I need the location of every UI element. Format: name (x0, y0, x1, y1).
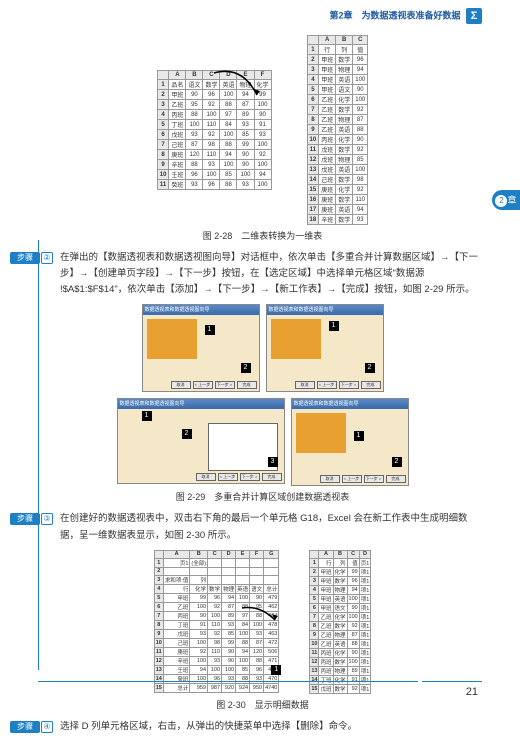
back-button[interactable]: < 上一步 (218, 473, 238, 481)
footer-line-right (422, 681, 482, 682)
finish-button[interactable]: 完成 (386, 475, 406, 483)
step-4: 步骤 ④ 选择 D 列单元格区域，右击，从弹出的快捷菜单中选择【删除】命令。 (40, 719, 485, 735)
finish-button[interactable]: 完成 (237, 381, 257, 389)
figure-3-caption: 图 2-30 显示明细数据 (40, 698, 485, 711)
cancel-button[interactable]: 取消 (295, 381, 315, 389)
wizard-dialog: 数据透视表和数据透视图向导 1 2 取消< 上一步下一步 >完成 (291, 398, 409, 486)
wizard-title: 数据透视表和数据透视图向导 (143, 305, 259, 315)
side-tab: 2章 (492, 190, 520, 210)
wizard-dialog: 数据透视表和数据透视图向导 1 2 3 取消< 上一步下一步 >完成 (117, 398, 285, 484)
badge: 1 (329, 321, 339, 331)
wizard-dialog: 数据透视表和数据透视图向导 1 2 取消< 上一步下一步 >完成 (142, 304, 260, 392)
cancel-button[interactable]: 取消 (196, 473, 216, 481)
sigma-icon: Σ (466, 8, 482, 24)
figure-1: ABCDEF1品名语文数学英语物理化学2甲班909610094993乙班9592… (40, 35, 485, 242)
step-label: 步骤 (10, 252, 40, 264)
badge: 1 (354, 431, 364, 441)
result-table: ABC1行列值2甲班数学963甲班物理944甲班英语1005甲班语文906乙班化… (307, 35, 369, 225)
step-label: 步骤 (10, 513, 40, 525)
finish-button[interactable]: 完成 (262, 473, 282, 481)
step-num: ② (41, 252, 53, 264)
wizard-title: 数据透视表和数据透视图向导 (118, 399, 284, 409)
side-tab-num: 2 (495, 195, 507, 207)
wizard-dialog: 数据透视表和数据透视图向导 1 2 取消< 上一步下一步 >完成 (266, 304, 384, 392)
detail-table: ABCD1行列值页12甲班化学99项13甲班数学96项14甲班物理94项15甲班… (309, 550, 371, 694)
badge-1: 1 (271, 665, 281, 675)
page-content: ABCDEF1品名语文数学英语物理化学2甲班909610094993乙班9592… (40, 35, 485, 741)
next-button[interactable]: 下一步 > (364, 475, 384, 483)
badge: 2 (241, 363, 251, 373)
step-label: 步骤 (10, 721, 40, 733)
next-button[interactable]: 下一步 > (215, 381, 235, 389)
figure-2-caption: 图 2-29 多重合并计算区域创建数据透视表 (40, 490, 485, 503)
arrow-icon (240, 600, 280, 630)
step-3-text: 在创建好的数据透视表中，双击右下角的最后一个单元格 G18，Excel 会在新工… (42, 511, 485, 543)
wizard-title: 数据透视表和数据透视图向导 (267, 305, 383, 315)
step-4-text: 选择 D 列单元格区域，右击，从弹出的快捷菜单中选择【删除】命令。 (42, 719, 485, 735)
step-2-text: 在弹出的【数据透视表和数据透视图向导】对话框中，依次单击【多重合并计算数据区域】… (42, 250, 485, 298)
page-number: 21 (466, 686, 478, 698)
chapter-header: 第2章 为数据透视表准备好数据 Σ (329, 8, 482, 24)
figure-1-caption: 图 2-28 二维表转换为一维表 (40, 229, 485, 242)
figure-2: 数据透视表和数据透视图向导12取消< 上一步下一步 >完成数据透视表和数据透视图… (40, 304, 485, 503)
back-button[interactable]: < 上一步 (342, 475, 362, 483)
step-3: 步骤 ③ 在创建好的数据透视表中，双击右下角的最后一个单元格 G18，Excel… (40, 511, 485, 543)
figure-3: ABCDEFG1页1(全部)23求和项:值列4行化学数学物理英语语文总计5甲班9… (40, 550, 485, 711)
badge: 2 (182, 429, 192, 439)
badge: 2 (392, 457, 402, 467)
next-button[interactable]: 下一步 > (240, 473, 260, 481)
step-num: ④ (41, 721, 53, 733)
step-num: ③ (41, 513, 53, 525)
back-button[interactable]: < 上一步 (193, 381, 213, 389)
side-tab-label: 章 (507, 195, 516, 205)
badge: 3 (268, 457, 278, 467)
wizard-title: 数据透视表和数据透视图向导 (292, 399, 408, 409)
cancel-button[interactable]: 取消 (171, 381, 191, 389)
next-button[interactable]: 下一步 > (339, 381, 359, 389)
badge: 1 (142, 411, 152, 421)
chapter-title: 第2章 为数据透视表准备好数据 (329, 10, 460, 20)
cancel-button[interactable]: 取消 (320, 475, 340, 483)
step-2: 步骤 ② 在弹出的【数据透视表和数据透视图向导】对话框中，依次单击【多重合并计算… (40, 250, 485, 298)
vertical-line (38, 240, 39, 670)
finish-button[interactable]: 完成 (361, 381, 381, 389)
arrow-icon (212, 65, 262, 105)
back-button[interactable]: < 上一步 (317, 381, 337, 389)
badge: 2 (365, 363, 375, 373)
badge: 1 (205, 325, 215, 335)
footer-line (38, 681, 418, 682)
